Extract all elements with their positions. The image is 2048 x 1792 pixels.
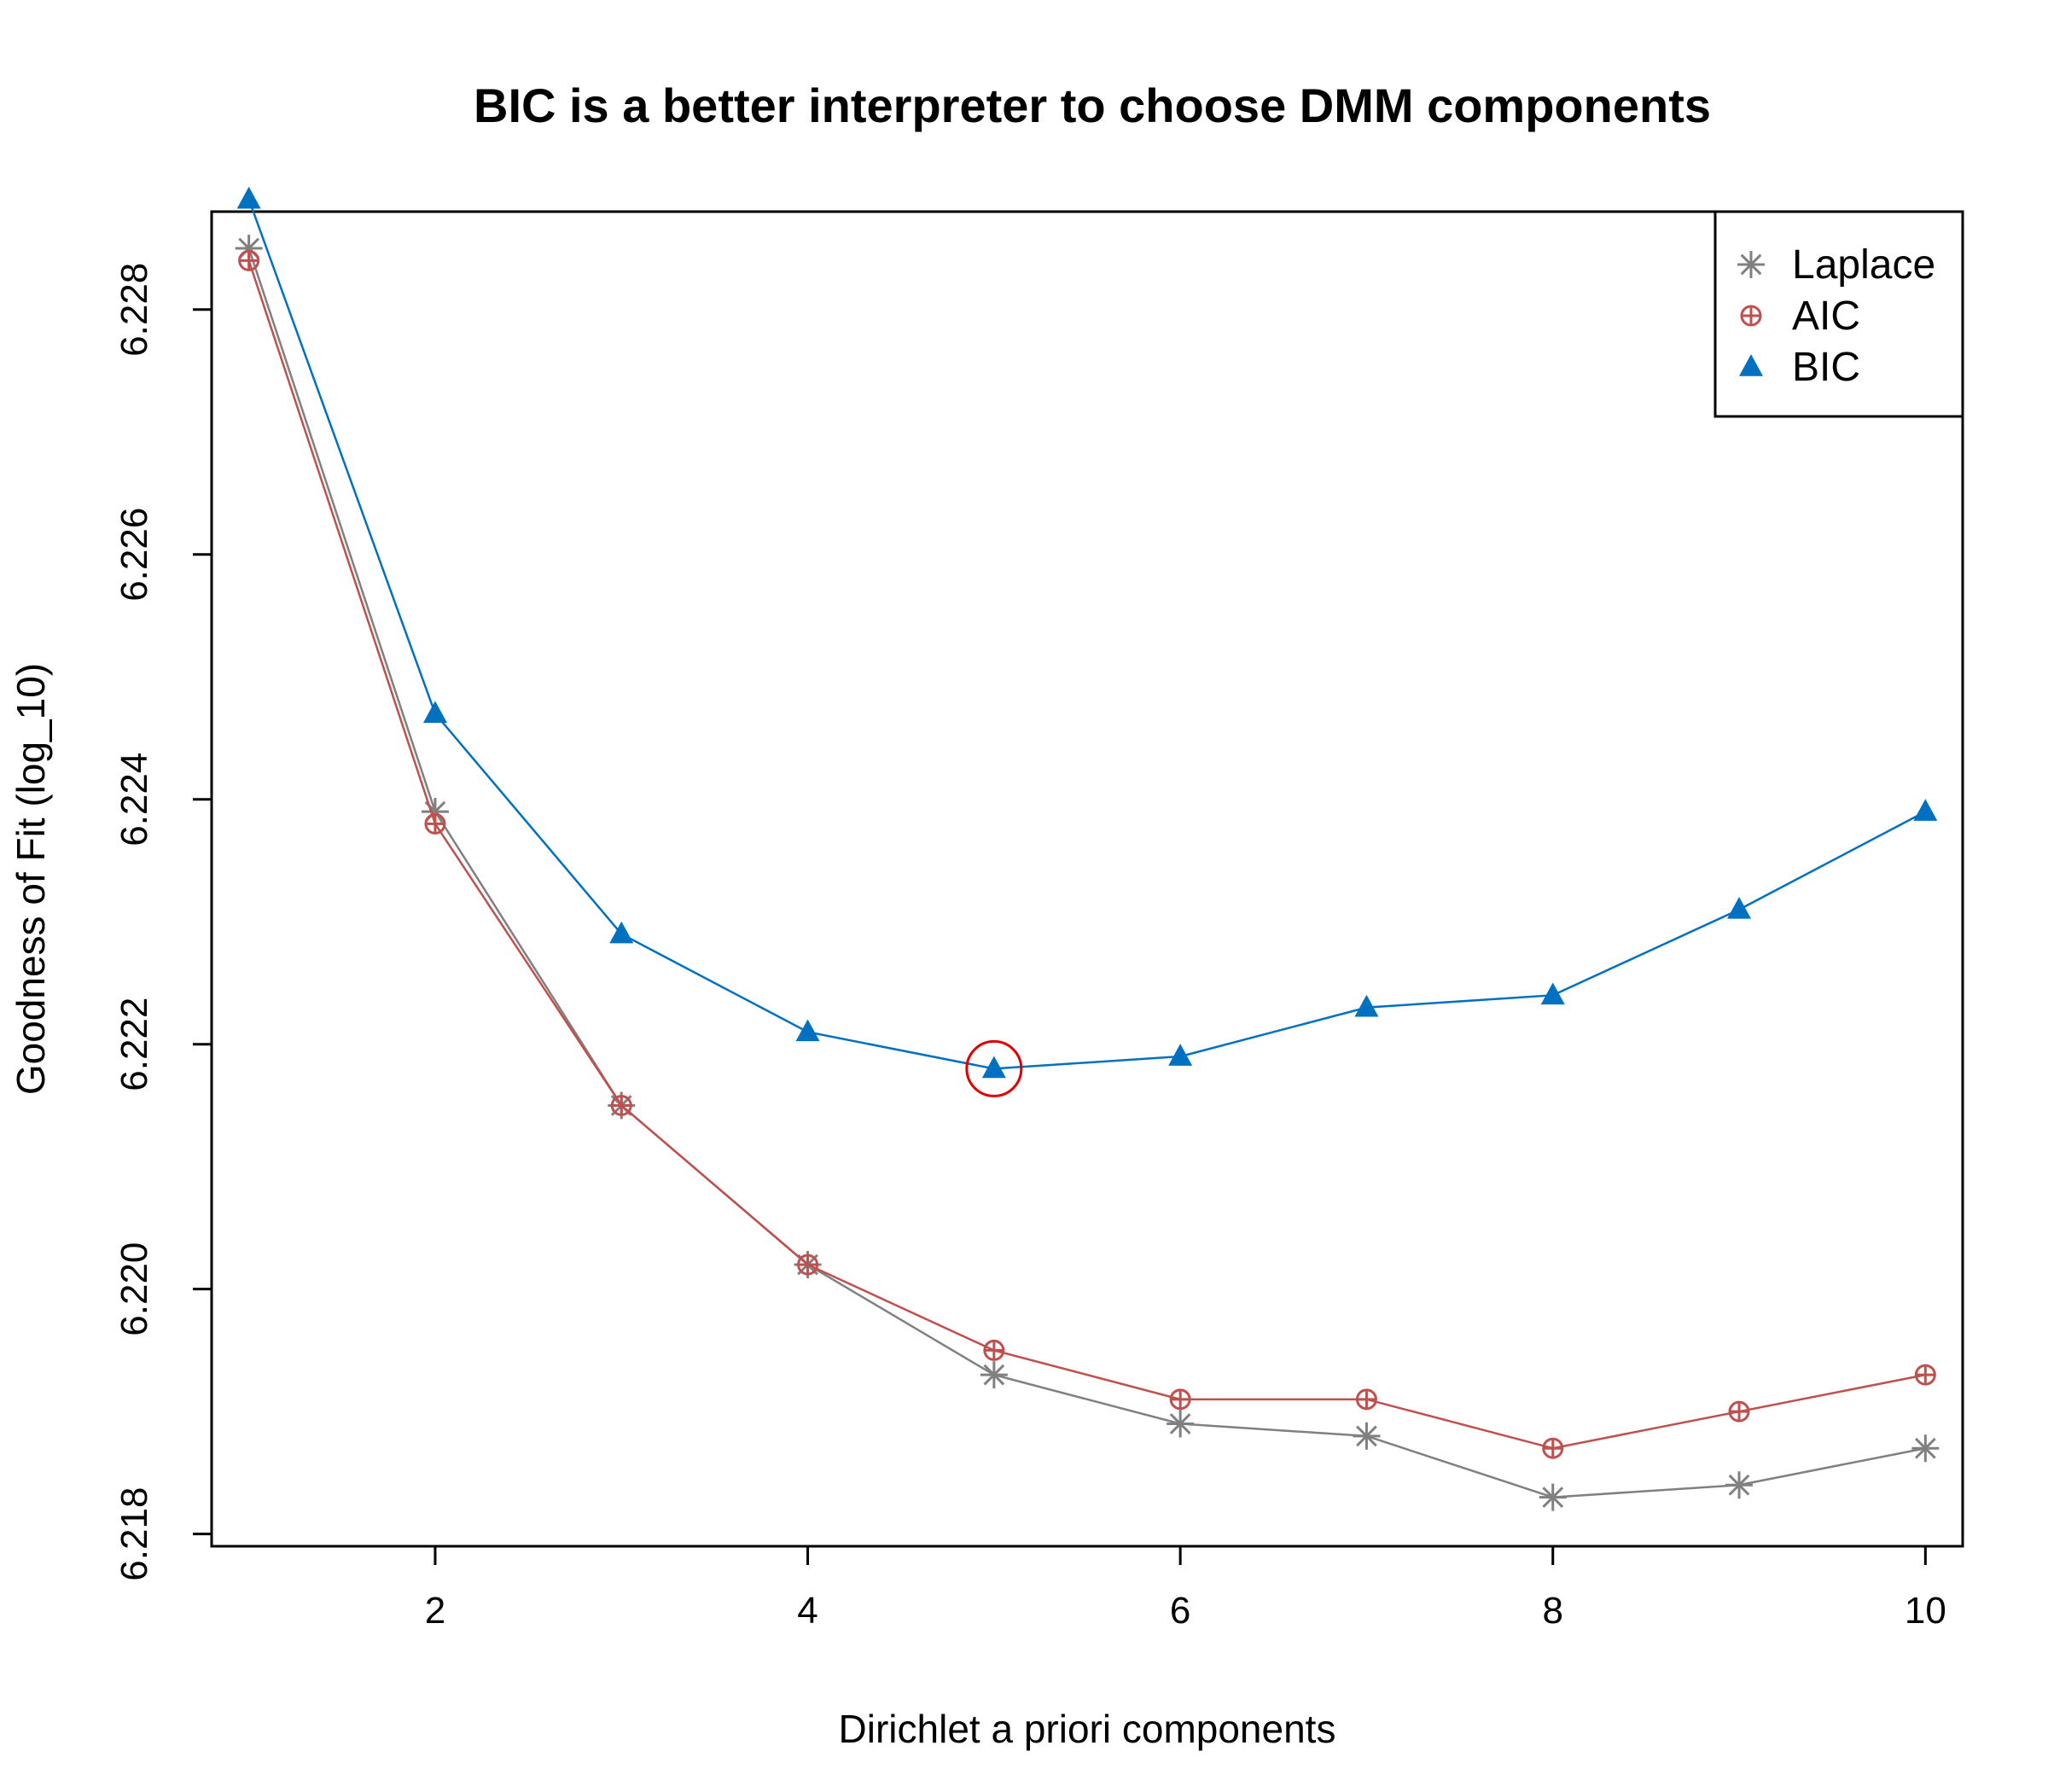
aic-point [238,249,260,271]
x-axis-label: Dirichlet a priori components [839,1707,1336,1751]
legend-bic-label: BIC [1792,345,1860,390]
y-tick-label: 6.218 [113,1487,155,1581]
plot-area [210,210,1964,1548]
x-tick-label: 4 [797,1590,817,1632]
bic-line [247,199,1926,1070]
x-tick-label: 2 [425,1590,445,1632]
laplace-line [247,247,1926,1498]
axes: 2 4 6 8 10 6.218 6.220 6.222 6.224 6.226 6.228 [113,263,1946,1632]
aic-point [1914,1364,1936,1386]
aic-point [1355,1388,1377,1411]
legend-aic-label: AIC [1792,294,1860,339]
laplace-series [235,235,1940,1511]
x-tick-label: 6 [1170,1590,1190,1632]
bic-point [1168,1044,1193,1066]
bic-point [1913,799,1938,821]
aic-line [247,260,1926,1450]
bic-point [1540,982,1565,1005]
aic-point [610,1094,632,1116]
laplace-point [1911,1434,1940,1463]
laplace-point [1539,1483,1567,1511]
chart-title: BIC is a better interpreter to choose DM… [474,79,1711,132]
bic-point [795,1019,820,1042]
aic-point [424,812,446,835]
y-tick-label: 6.220 [113,1242,155,1336]
legend-aic-marker [1740,305,1762,327]
aic-point [1542,1437,1564,1459]
y-tick-label: 6.226 [113,508,155,602]
aic-point [983,1339,1005,1361]
legend: Laplace AIC BIC [1713,210,1964,418]
y-axis-label: Goodness of Fit (log_10) [9,663,53,1095]
bic-point [1354,994,1379,1017]
aic-point [797,1254,819,1276]
laplace-point [1725,1471,1754,1499]
x-tick-label: 10 [1905,1590,1946,1632]
aic-series [238,249,1936,1459]
aic-point [1169,1388,1191,1411]
bic-series [236,186,1938,1079]
legend-laplace-label: Laplace [1792,242,1935,288]
bic-point [981,1056,1006,1079]
legend-box [1713,210,1964,418]
laplace-point [1167,1410,1195,1438]
aic-point [1728,1400,1750,1423]
legend-laplace-marker [1737,251,1765,278]
bic-point [422,701,447,724]
laplace-point [980,1361,1008,1389]
highlight-circle [965,1039,1023,1097]
bic-point [1727,896,1752,919]
laplace-point [1353,1422,1381,1450]
y-tick-label: 6.228 [113,263,155,357]
bic-point [609,921,634,944]
bic-point [236,186,261,209]
legend-bic-marker [1739,354,1763,376]
y-tick-label: 6.222 [113,998,155,1091]
y-tick-label: 6.224 [113,753,155,847]
x-tick-label: 8 [1543,1590,1563,1632]
series-layer [235,186,1940,1511]
